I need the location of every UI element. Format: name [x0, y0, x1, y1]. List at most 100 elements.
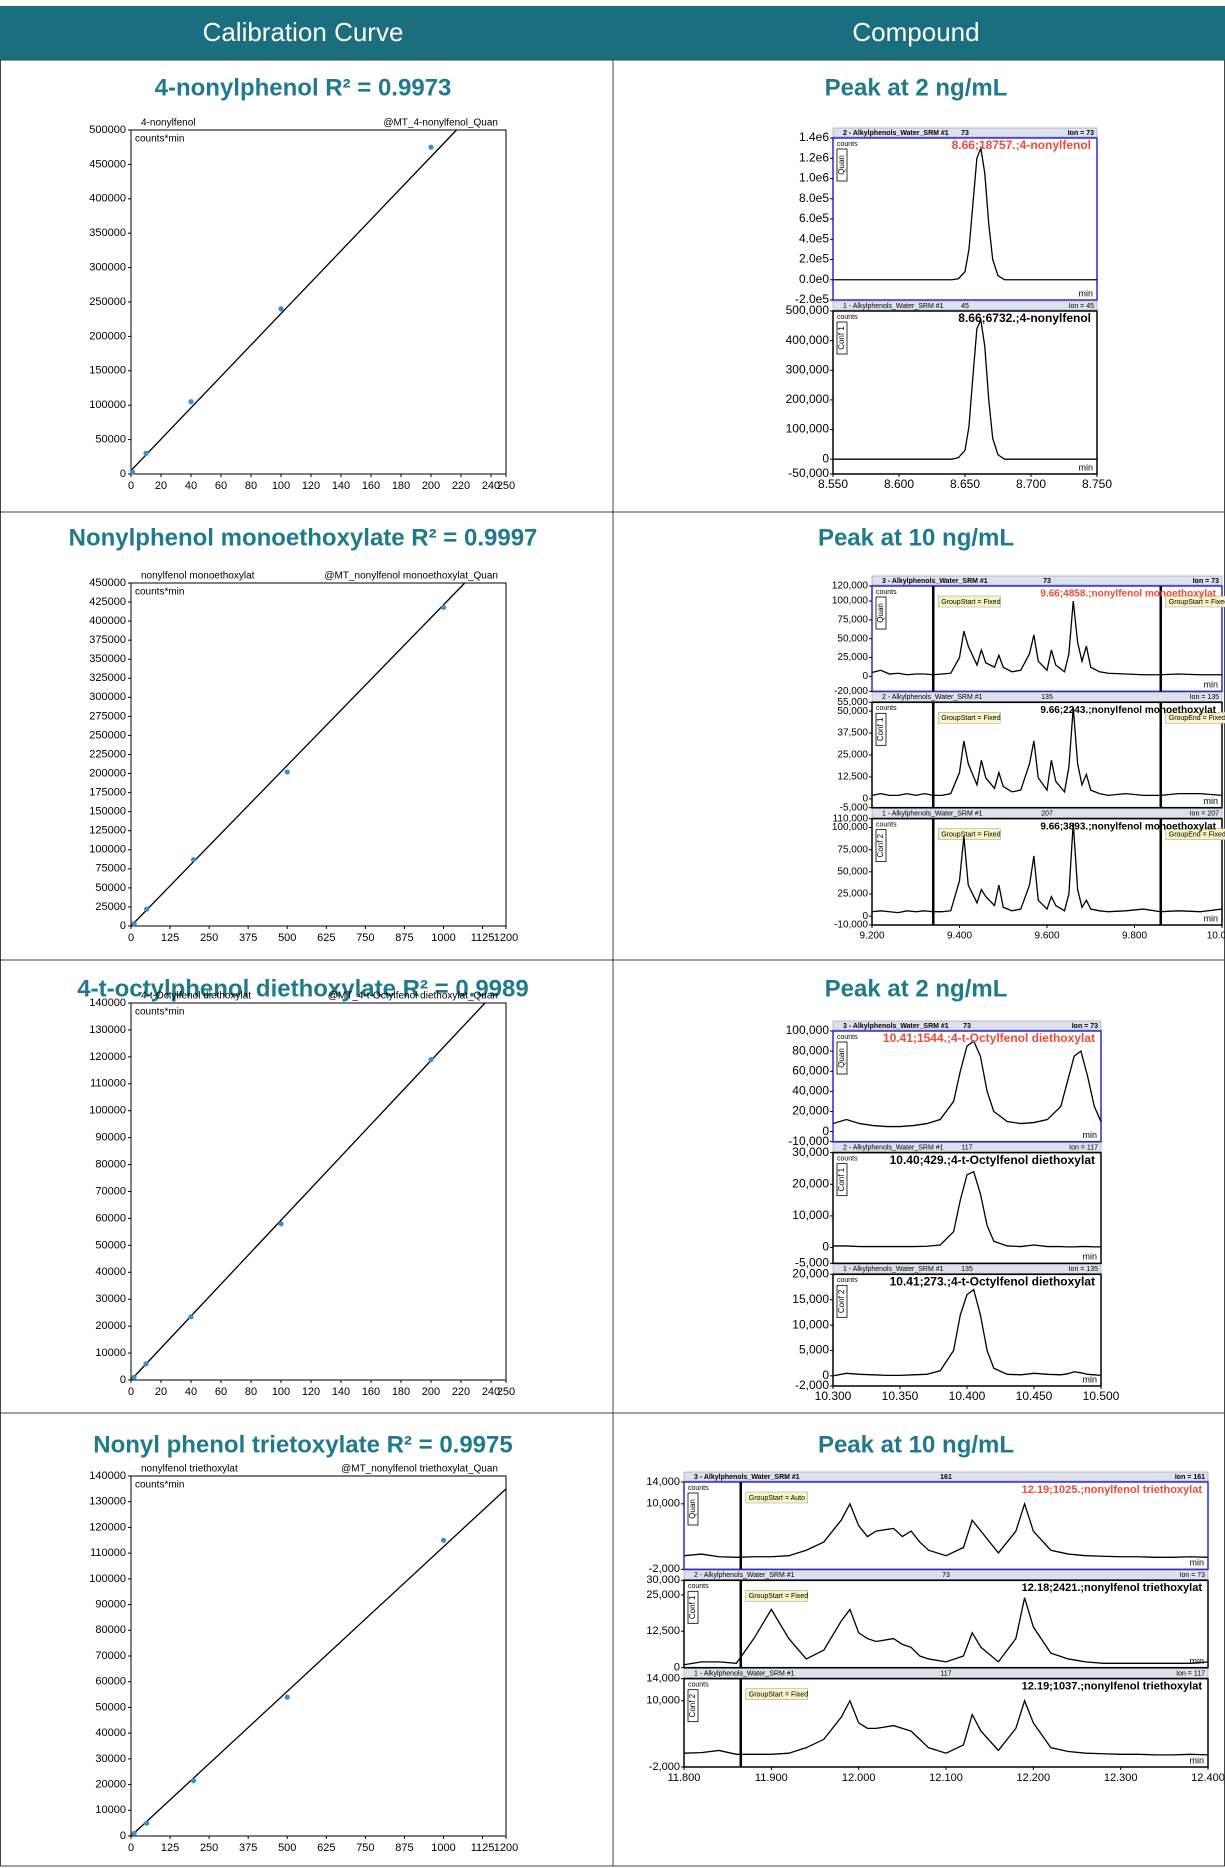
y-tick-label: 30,000 — [792, 1145, 829, 1159]
trace — [833, 1170, 1101, 1248]
panel-ion: Ion = 135 — [1069, 1266, 1098, 1273]
panel-header — [832, 1264, 1102, 1274]
y-tick-label: 10000 — [95, 1347, 126, 1359]
row-title: Peak at 2 ng/mL — [825, 74, 1008, 101]
x-tick-label: 9.400 — [947, 931, 972, 942]
y-axis-label: counts — [876, 822, 897, 829]
panel-header — [832, 1142, 1102, 1152]
fit-line — [130, 129, 457, 472]
y-tick-label: 400000 — [89, 615, 126, 627]
y-axis-label: counts — [876, 705, 897, 712]
y-tick-label: 60000 — [95, 1676, 126, 1688]
panel-scan: 135 — [1041, 694, 1053, 701]
x-tick-label: 1125 — [471, 1842, 495, 1854]
y-tick-label: 90000 — [95, 1598, 126, 1610]
y-tick-label: 20000 — [95, 1320, 126, 1332]
row-title: Peak at 2 ng/mL — [825, 975, 1008, 1002]
fit-line — [130, 1488, 507, 1837]
peak-label: 10.40;429.;4-t-Octylfenol diethoxylat — [890, 1153, 1095, 1167]
y-tick-label: 150000 — [89, 806, 126, 818]
calibration-point — [143, 450, 149, 456]
x-tick-label: 1200 — [494, 932, 518, 944]
channel-box — [836, 1041, 848, 1075]
trace — [683, 1501, 1209, 1558]
row-title: 4-t-octylphenol diethoxylate R² = 0.9989 — [77, 975, 528, 1002]
y-tick-label: 200000 — [89, 330, 126, 342]
x-tick-label: 125 — [161, 932, 179, 944]
x-tick-label: 120 — [302, 480, 320, 492]
annotation-box — [1165, 712, 1225, 724]
x-axis-label: min — [1082, 1130, 1097, 1140]
y-tick-label: 2.0e5 — [799, 252, 829, 266]
annotation: GroupStart = Fixed — [941, 599, 1000, 606]
calibration-point — [278, 306, 284, 312]
panel-header-text: 2 - Alkylphenols_Water_SRM #1 — [843, 130, 949, 137]
chart-subtitle: @MT_nonylfenol triethoxylat_Quan — [341, 1464, 498, 1475]
y-tick-label: 0 — [862, 794, 868, 805]
peak-label: 10.41;1544.;4-t-Octylfenol diethoxylat — [883, 1031, 1095, 1045]
panel-ion: Ion = 73 — [1072, 1023, 1098, 1030]
y-tick-label: 25,000 — [646, 1589, 680, 1601]
channel-label: Quan — [837, 1048, 846, 1068]
calibration-point — [428, 1056, 434, 1063]
y-tick-label: -5,000 — [795, 1256, 829, 1270]
x-tick-label: 625 — [317, 932, 335, 944]
calibration-point — [131, 1374, 137, 1380]
y-tick-label: 50000 — [95, 1701, 126, 1713]
y-tick-label: 200000 — [89, 767, 126, 779]
channel-label: Conf 1 — [837, 326, 846, 350]
plot-frame — [130, 1002, 507, 1381]
y-tick-label: 100,000 — [832, 822, 869, 833]
y-tick-label: 0 — [120, 468, 126, 480]
panel-scan: 73 — [963, 1023, 971, 1030]
y-tick-label: 120000 — [89, 1521, 126, 1533]
y-tick-label: 250000 — [89, 296, 126, 308]
y-tick-label: 0 — [862, 911, 868, 922]
y-tick-label: 175000 — [89, 787, 126, 799]
panel-scan: 73 — [961, 130, 969, 137]
y-tick-label: 25,000 — [837, 889, 868, 900]
annotation: GroupStart = Fixed — [749, 1692, 808, 1699]
y-axis-label: counts — [688, 1485, 709, 1492]
y-tick-label: 75,000 — [837, 614, 868, 625]
y-tick-label: 110,000 — [833, 813, 869, 824]
y-tick-label: 50000 — [95, 882, 126, 894]
panel-ion: Ion = 207 — [1190, 811, 1219, 818]
x-tick-label: 0 — [128, 480, 134, 492]
x-tick-label: 500 — [278, 1842, 296, 1854]
y-axis-label: counts — [837, 1034, 858, 1041]
y-tick-label: 100000 — [89, 399, 126, 411]
x-axis-label: min — [1189, 1558, 1204, 1568]
x-tick-label: 10.300 — [815, 1389, 852, 1403]
x-tick-label: 60 — [215, 480, 227, 492]
y-tick-label: 0 — [822, 451, 829, 465]
y-tick-label: -2,000 — [795, 1378, 829, 1392]
channel-label: Conf 2 — [837, 1289, 846, 1313]
x-tick-label: 125 — [161, 1842, 179, 1854]
panel-header-text: 1 - Alkylphenols_Water_SRM #1 — [843, 303, 944, 310]
panel-frame — [832, 1030, 1102, 1143]
panel-header-text: 3 - Alkylphenols_Water_SRM #1 — [882, 578, 988, 585]
y-tick-label: -50,000 — [788, 466, 829, 480]
calibration-point — [190, 1778, 197, 1784]
trace — [832, 1040, 1102, 1128]
panel-header — [871, 692, 1223, 702]
trace — [683, 1698, 1209, 1756]
calibration-point — [144, 906, 150, 912]
y-tick-label: -10,000 — [788, 1134, 829, 1148]
y-tick-label: 0 — [674, 1662, 680, 1674]
x-tick-label: 180 — [392, 480, 410, 492]
chart-title: 4-t-Octylfenol diethoxylat — [141, 991, 251, 1002]
annotation-box — [745, 1688, 809, 1700]
y-tick-label: 450000 — [89, 577, 126, 589]
calibration-point — [131, 921, 137, 927]
chart-subtitle: @MT_4-t-Octylfenol diethoxylat_Quan — [328, 991, 498, 1002]
fit-line — [130, 582, 466, 927]
row-title: Peak at 10 ng/mL — [818, 1431, 1014, 1458]
x-tick-label: 220 — [452, 1386, 470, 1398]
y-tick-label: 1.0e6 — [799, 171, 829, 185]
calibration-point — [144, 1820, 150, 1826]
y-axis-label: counts — [688, 1583, 709, 1590]
y-tick-label: 500,000 — [786, 303, 830, 317]
panel-ion: Ion = 161 — [1175, 1474, 1205, 1481]
